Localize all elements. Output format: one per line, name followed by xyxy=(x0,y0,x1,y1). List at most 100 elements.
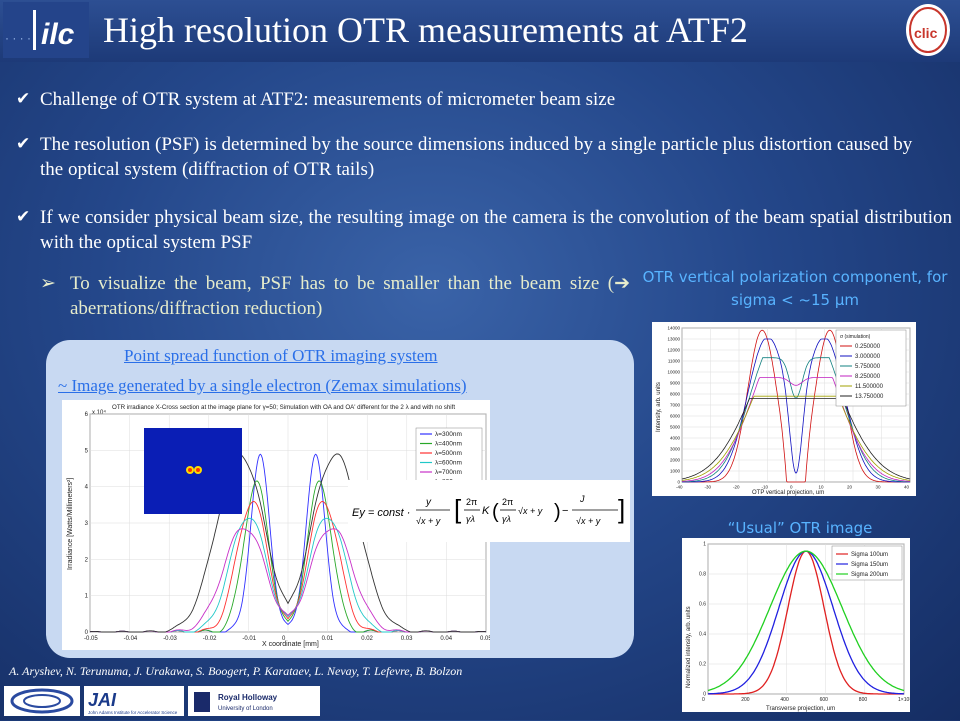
psf-panel-subtitle[interactable]: ~ Image generated by a single electron (… xyxy=(58,376,467,395)
x-tick-label: 0.03 xyxy=(401,636,413,642)
y-tick-label: 2 xyxy=(85,557,89,563)
legend-label: Sigma 200um xyxy=(851,572,888,578)
rt-series-line xyxy=(681,398,911,480)
x-tick-label: 600 xyxy=(820,697,829,703)
legend-label: 3.000000 xyxy=(855,354,881,360)
y-tick-label: 0.6 xyxy=(699,602,706,608)
usual-otr-plot: Normalized intensity, arb. units Transve… xyxy=(682,538,911,712)
jai-logo: JAI John Adams Institute for Accelerator… xyxy=(84,686,184,716)
x-tick-label: 0 xyxy=(790,485,793,490)
jai-logo-text: JAI xyxy=(88,690,117,710)
psf-series-line xyxy=(89,453,487,633)
formula-frac3-den: γλ xyxy=(502,514,511,524)
bullet-2-text: The resolution (PSF) is determined by th… xyxy=(40,134,913,180)
legend-label: λ=300nm xyxy=(435,431,462,438)
formula-bracket: [ xyxy=(454,494,462,524)
x-tick-label: 10 xyxy=(819,485,825,490)
x-tick-label: 0 xyxy=(702,697,705,703)
x-tick-label: 40 xyxy=(904,485,910,490)
x-tick-label: -0.02 xyxy=(203,636,217,642)
legend-label: λ=500nm xyxy=(435,450,462,457)
rt-y-label: Intensity, arb. units xyxy=(656,382,662,432)
psf-panel-title[interactable]: Point spread function of OTR imaging sys… xyxy=(124,346,438,365)
formula-frac1-den: √x + y xyxy=(416,516,441,526)
y-tick-label: 0 xyxy=(677,480,680,485)
x-tick-label: -0.01 xyxy=(242,636,256,642)
legend-label: 13.750000 xyxy=(855,394,884,400)
x-tick-label: -0.05 xyxy=(84,636,98,642)
y-tick-label: 3000 xyxy=(670,447,681,452)
arrow-bullet-icon: ➢ xyxy=(40,272,56,294)
formula: Ey = const · y √x + y [ 2π γλ K ( 2π γλ … xyxy=(352,494,625,526)
psf-chart: OTR irradiance X-Cross section at the im… xyxy=(67,404,492,648)
rb-series-line xyxy=(707,550,905,692)
y-tick-label: 5 xyxy=(85,448,89,454)
formula-paren: ) xyxy=(554,501,561,523)
bullet-2: ✔ The resolution (PSF) is determined by … xyxy=(16,132,916,182)
x-tick-label: 0 xyxy=(282,636,286,642)
x-tick-label: 0.05 xyxy=(480,636,490,642)
rhul-logo-subtext: University of London xyxy=(218,706,273,712)
x-tick-label: -30 xyxy=(705,485,712,490)
rt-legend-title: σ (simulation) xyxy=(840,334,871,340)
x-tick-label: 400 xyxy=(780,697,789,703)
psf-spot-core xyxy=(188,468,192,472)
psf-chart-title: OTR irradiance X-Cross section at the im… xyxy=(112,404,455,411)
rt-series-line xyxy=(682,338,910,483)
formula-frac2-den: γλ xyxy=(466,514,475,524)
bullet-1-text: Challenge of OTR system at ATF2: measure… xyxy=(40,89,616,110)
formula-k: K xyxy=(482,505,490,517)
bullet-3: ✔ If we consider physical beam size, the… xyxy=(16,205,952,255)
legend-label: λ=600nm xyxy=(435,460,462,467)
clic-logo: clic xyxy=(902,0,954,58)
x-tick-label: 30 xyxy=(876,485,882,490)
legend-label: Sigma 150um xyxy=(851,562,888,568)
legend-label: Sigma 100um xyxy=(851,552,888,558)
legend-label: 0.250000 xyxy=(855,344,881,350)
rt-series-line xyxy=(682,377,910,482)
psf-spot-core xyxy=(196,468,200,472)
formula-minus: − xyxy=(562,505,568,517)
rhul-logo-text: Royal Holloway xyxy=(218,693,278,702)
psf-y-multiplier: x 10⁴ xyxy=(92,409,106,416)
legend-label: λ=400nm xyxy=(435,441,462,448)
y-tick-label: 0.4 xyxy=(699,632,706,638)
x-tick-label: 0.02 xyxy=(361,636,373,642)
rb-x-label: Transverse projection, um xyxy=(766,706,835,712)
bullet-1: ✔ Challenge of OTR system at ATF2: measu… xyxy=(16,87,936,112)
formula-frac1-num: y xyxy=(425,497,432,508)
checkmark-icon: ✔ xyxy=(16,89,31,109)
sub-bullet-text: To visualize the beam, PSF has to be sma… xyxy=(70,273,615,294)
page-title: High resolution OTR measurements at ATF2 xyxy=(103,10,748,50)
rb-y-label: Normalized intensity, arb. units xyxy=(686,606,692,688)
formula-box: Ey = const · y √x + y [ 2π γλ K ( 2π γλ … xyxy=(348,480,630,542)
formula-paren: ( xyxy=(492,501,499,523)
x-tick-label: 20 xyxy=(847,485,853,490)
caption-usual-otr: “Usual” OTR image xyxy=(727,519,873,537)
x-tick-label: 1×10³ xyxy=(898,697,910,703)
bullet-3-text: If we consider physical beam size, the r… xyxy=(40,207,952,253)
y-tick-label: 5000 xyxy=(670,425,681,430)
legend-label: 8.250000 xyxy=(855,374,881,380)
x-tick-label: -20 xyxy=(733,485,740,490)
rt-series-line xyxy=(682,329,910,483)
checkmark-icon: ✔ xyxy=(16,134,31,154)
y-tick-label: 1000 xyxy=(670,469,681,474)
y-tick-label: 4000 xyxy=(670,436,681,441)
x-tick-label: -10 xyxy=(762,485,769,490)
formula-frac2-num: 2π xyxy=(466,497,477,507)
psf-panel: Point spread function of OTR imaging sys… xyxy=(46,340,634,658)
legend-label: λ=700nm xyxy=(435,469,462,476)
y-tick-label: 0.8 xyxy=(699,572,706,578)
y-tick-label: 4 xyxy=(85,485,89,491)
formula-j: J xyxy=(579,494,585,504)
x-tick-label: -0.04 xyxy=(124,636,138,642)
x-tick-label: 200 xyxy=(741,697,750,703)
x-tick-label: 800 xyxy=(859,697,868,703)
vertical-polarization-plot: Intensity, arb. units OTP vertical proje… xyxy=(652,322,916,496)
psf-y-label: Irradiance [Watts/Millimeters²] xyxy=(67,478,74,570)
y-tick-label: 0.2 xyxy=(699,662,706,668)
y-tick-label: 13000 xyxy=(667,337,680,342)
y-tick-label: 1 xyxy=(85,594,89,600)
y-tick-label: 1 xyxy=(703,542,706,548)
